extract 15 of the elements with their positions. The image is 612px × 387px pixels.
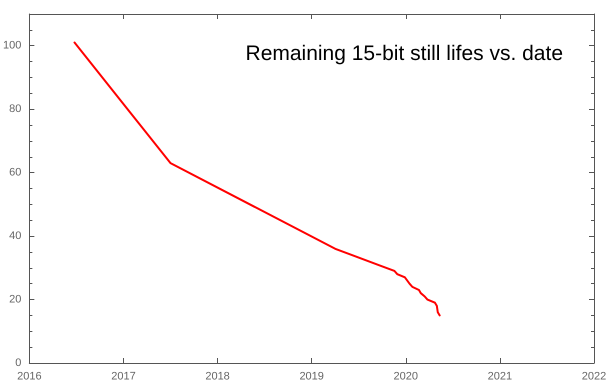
line-series: [74, 42, 441, 316]
x-tick-label: 2021: [488, 370, 512, 382]
x-tick-label: 2019: [299, 370, 324, 382]
y-tick-label: 60: [9, 166, 22, 179]
x-tick-label: 2022: [582, 370, 606, 382]
y-tick-label: 40: [9, 230, 22, 242]
x-tick-label: 2018: [205, 370, 230, 382]
text: Remaining 15-bit still lifes vs. date: [246, 42, 564, 65]
x-tick-label: 2020: [394, 370, 418, 382]
x-tick-label: 2017: [111, 370, 136, 382]
y-tick-label: 20: [9, 294, 22, 306]
y-tick-label: 0: [15, 357, 22, 369]
x-tick-label: 2016: [17, 370, 42, 382]
y-tick-label: 80: [9, 103, 22, 116]
y-tick-label: 100: [2, 40, 22, 52]
